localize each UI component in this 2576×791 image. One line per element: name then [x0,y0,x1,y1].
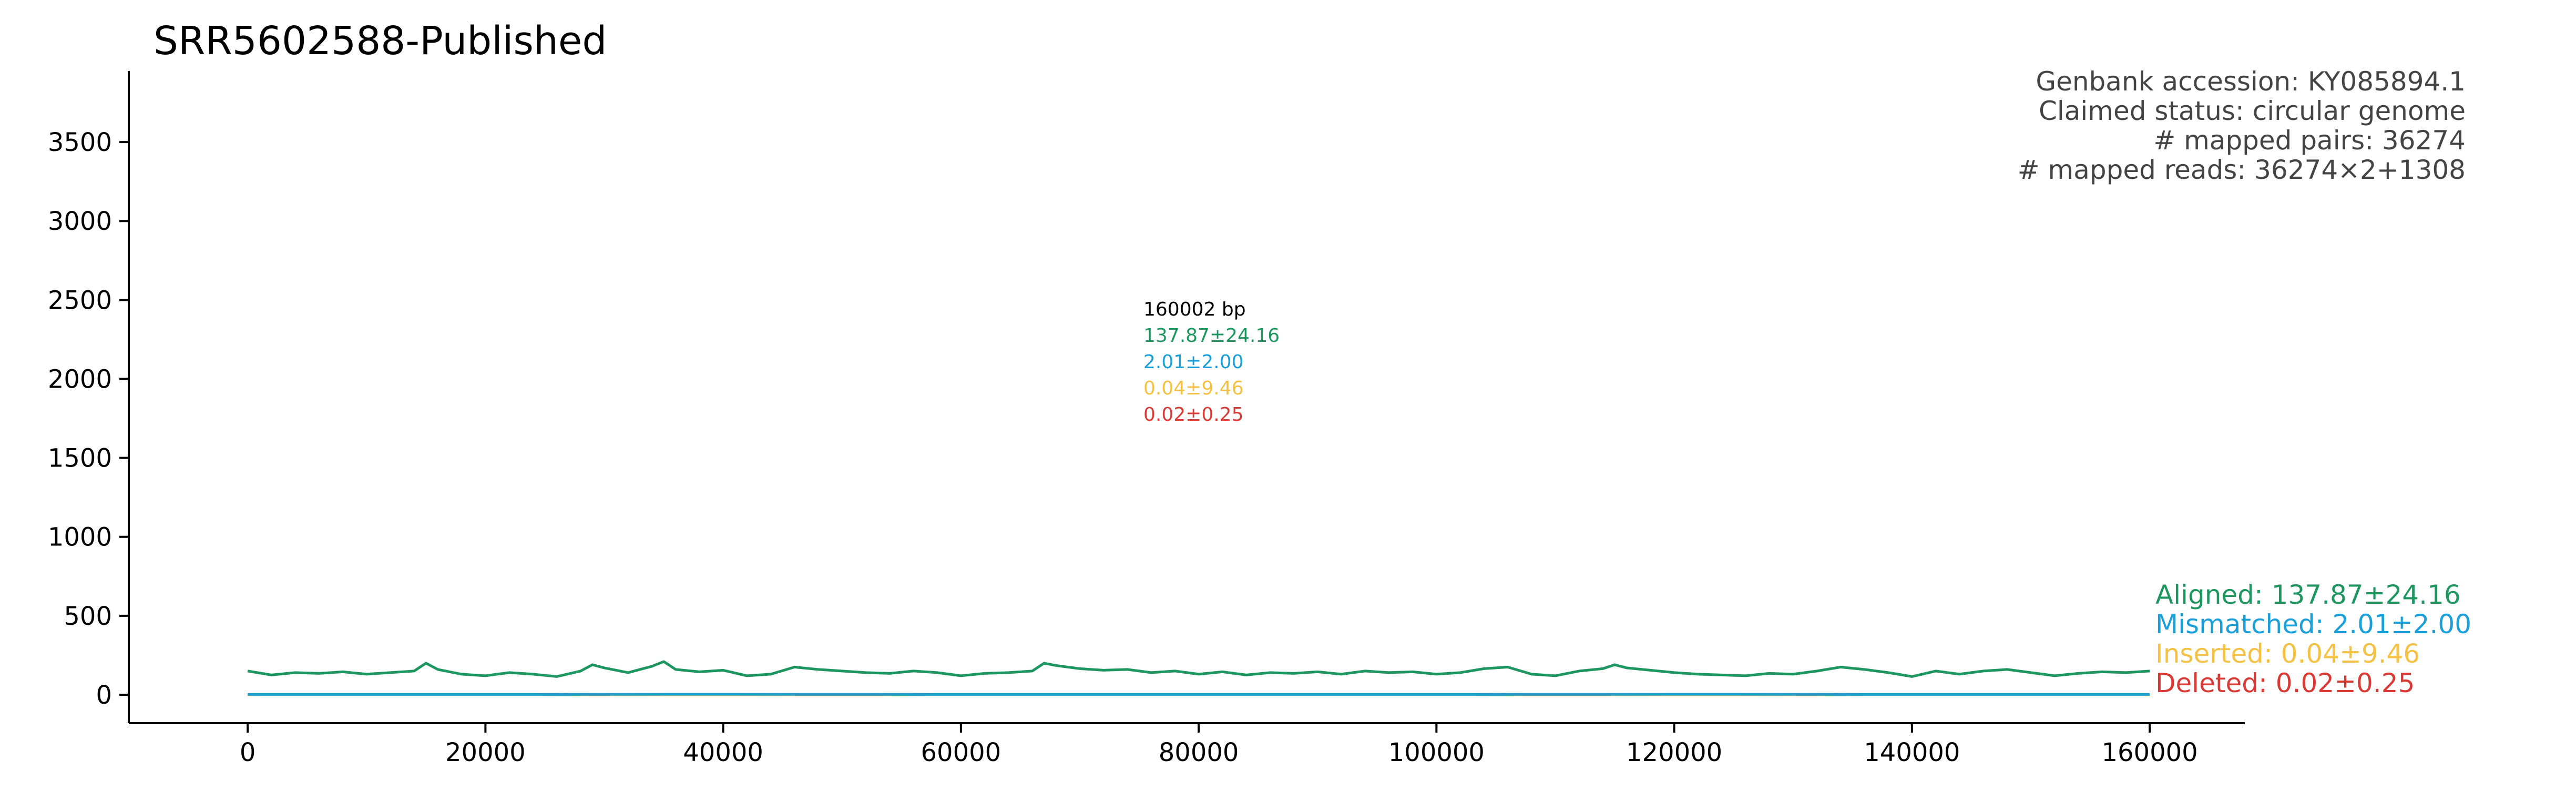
legend-aligned: Aligned: 137.87±24.16 [2155,580,2461,610]
legend: Aligned: 137.87±24.16 Mismatched: 2.01±2… [2155,580,2471,698]
y-tick-label: 500 [64,602,112,631]
x-tick-label: 80000 [1159,738,1239,767]
annotation-inserted: 0.04±9.46 [1143,378,1243,399]
center-annotation: 160002 bp 137.87±24.16 2.01±2.00 0.04±9.… [1143,299,1280,425]
legend-inserted: Inserted: 0.04±9.46 [2155,638,2420,669]
x-tick-label: 0 [240,738,256,767]
y-tick-label: 3500 [48,128,112,157]
info-genbank: Genbank accession: KY085894.1 [2036,66,2466,97]
x-tick-label: 140000 [1864,738,1960,767]
x-tick-label: 100000 [1388,738,1485,767]
annotation-mismatched: 2.01±2.00 [1143,351,1243,373]
y-tick-label: 2500 [48,286,112,315]
annotation-aligned: 137.87±24.16 [1143,325,1280,347]
legend-deleted: Deleted: 0.02±0.25 [2155,668,2415,698]
info-mapped-reads: # mapped reads: 36274×2+1308 [2018,155,2466,185]
x-axis-ticks: 0 20000 40000 60000 80000 100000 120000 140000 1… [240,723,2198,767]
series-line-aligned [248,662,2150,677]
y-tick-label: 0 [96,681,112,710]
legend-mismatched: Mismatched: 2.01±2.00 [2155,609,2471,640]
y-axis-ticks: 0 500 1000 1500 2000 2500 3000 3500 [48,128,129,710]
info-status: Claimed status: circular genome [2039,96,2466,126]
y-tick-label: 1500 [48,444,112,473]
y-tick-label: 3000 [48,207,112,236]
x-tick-label: 20000 [445,738,526,767]
x-tick-label: 40000 [683,738,763,767]
chart-title: SRR5602588-Published [154,18,607,64]
x-tick-label: 120000 [1626,738,1722,767]
info-mapped-pairs: # mapped pairs: 36274 [2153,125,2466,156]
series-lines [248,662,2150,695]
y-tick-label: 2000 [48,364,112,394]
info-box: Genbank accession: KY085894.1 Claimed st… [2018,66,2466,185]
y-tick-label: 1000 [48,523,112,552]
x-tick-label: 60000 [921,738,1001,767]
x-tick-label: 160000 [2101,738,2197,767]
annotation-deleted: 0.02±0.25 [1143,404,1243,425]
annotation-length: 160002 bp [1143,299,1246,320]
